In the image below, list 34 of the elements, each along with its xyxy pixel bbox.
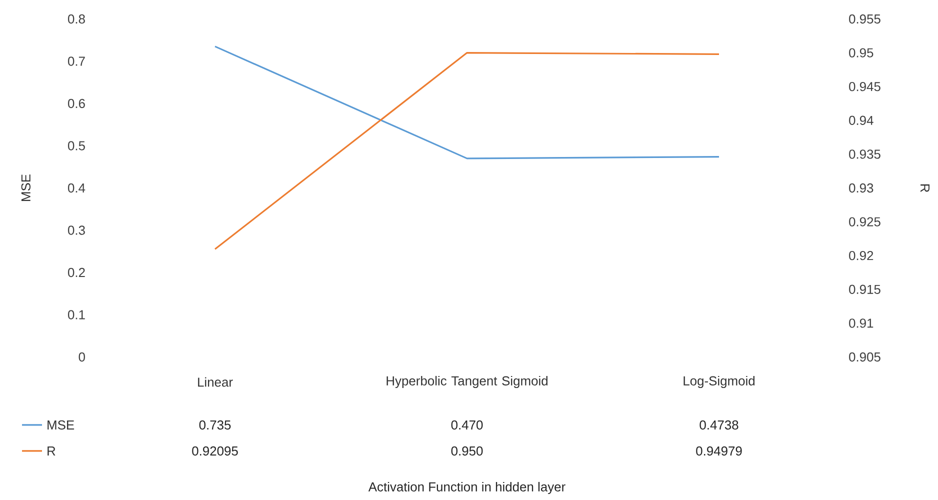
y-tick-label: 0 bbox=[78, 352, 85, 362]
y2-tick-label: 0.935 bbox=[849, 150, 880, 159]
y-tick-label: 0.8 bbox=[68, 14, 85, 24]
text: Activation Function in hidden layer bbox=[368, 482, 566, 494]
y2-tick-label: 0.915 bbox=[849, 284, 880, 294]
y2-tick-label: 0.91 bbox=[849, 318, 874, 328]
y-tick-label: 0.1 bbox=[68, 310, 85, 320]
x-tick-label: Linear bbox=[198, 377, 233, 387]
y-tick-label: 0.3 bbox=[68, 226, 85, 235]
y-axis-title: MSE bbox=[21, 174, 30, 201]
x-tick-label: Log-Sigmoid bbox=[684, 376, 755, 388]
y2-tick-label: 0.905 bbox=[849, 352, 880, 362]
y2-tick-label: 0.945 bbox=[849, 82, 880, 92]
y2-tick-label: 0.92 bbox=[849, 250, 874, 260]
data-label: 0.950 bbox=[451, 446, 483, 456]
y2-tick-label: 0.925 bbox=[849, 217, 880, 226]
y2-tick-label: 0.94 bbox=[849, 116, 874, 125]
y-tick-label: 0.4 bbox=[68, 183, 86, 193]
legend-label: R bbox=[48, 446, 56, 456]
y2-tick-label: 0.955 bbox=[849, 14, 880, 24]
legend-label: MSE bbox=[48, 420, 74, 430]
y2-tick-label: 0.93 bbox=[849, 183, 874, 193]
data-label: 0.94979 bbox=[696, 446, 742, 456]
y-tick-label: 0.2 bbox=[68, 268, 85, 278]
y2-axis-title: R bbox=[920, 184, 930, 192]
data-label: 0.735 bbox=[199, 420, 231, 430]
y-tick-label: 0.7 bbox=[68, 56, 85, 66]
y2-tick-label: 0.95 bbox=[849, 48, 874, 58]
data-label: 0.92095 bbox=[192, 446, 238, 456]
y-tick-label: 0.6 bbox=[68, 98, 85, 108]
data-label: 0.4738 bbox=[700, 420, 738, 430]
x-tick-label: Hyperbolic Tangent Sigmoid bbox=[386, 376, 548, 388]
y-tick-label: 0.5 bbox=[68, 141, 85, 150]
data-label: 0.470 bbox=[451, 420, 483, 430]
